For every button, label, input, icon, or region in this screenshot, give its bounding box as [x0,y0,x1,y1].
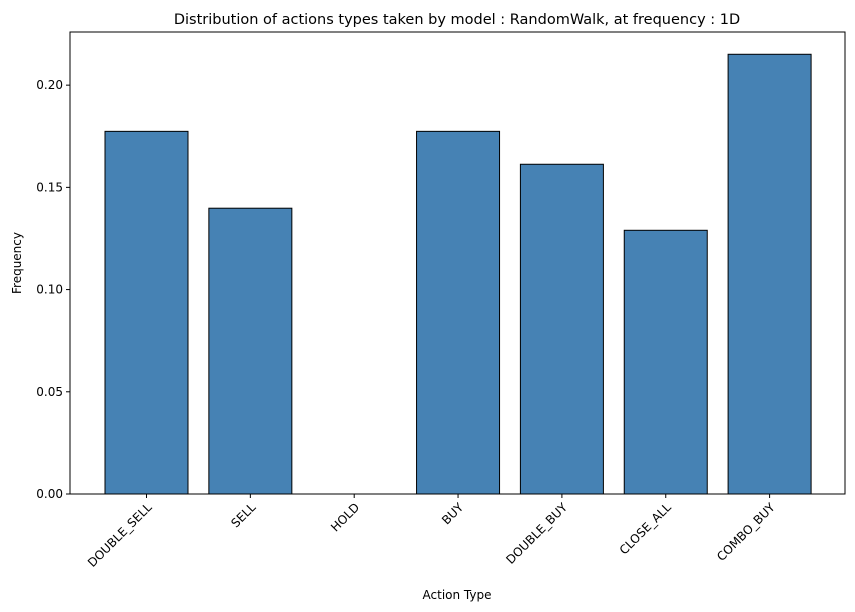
chart-title: Distribution of actions types taken by m… [174,12,740,28]
y-tick-label: 0.10 [36,283,63,297]
y-tick-label: 0.00 [36,487,63,501]
y-axis-label: Frequency [10,232,24,294]
x-tick-label: CLOSE_ALL [617,500,674,557]
bar-buy [416,130,501,495]
y-tick-label: 0.20 [36,78,63,92]
y-tick-label: 0.05 [36,385,63,399]
x-tick-label: SELL [228,500,258,530]
y-tick-label: 0.15 [36,180,63,194]
x-tick-label: HOLD [328,500,362,534]
x-tick-label: COMBO_BUY [714,500,778,564]
bars-group [104,53,812,495]
x-tick-label: DOUBLE_SELL [85,500,155,570]
bar-close-all [623,229,708,495]
x-axis-label: Action Type [423,588,492,602]
bar-double-sell [104,130,189,495]
x-tick-label: BUY [439,500,467,528]
bar-combo-buy [727,53,812,495]
x-tick-label: DOUBLE_BUY [503,500,570,567]
plot-frame [69,31,846,495]
y-axis-ticks: 0.00 0.05 0.10 0.15 0.20 [36,78,70,501]
x-axis-ticks: DOUBLE_SELL SELL HOLD BUY DOUBLE_BUY CLOSE_AL… [85,494,778,570]
bar-sell [208,207,293,495]
bar-double-buy [519,163,604,495]
